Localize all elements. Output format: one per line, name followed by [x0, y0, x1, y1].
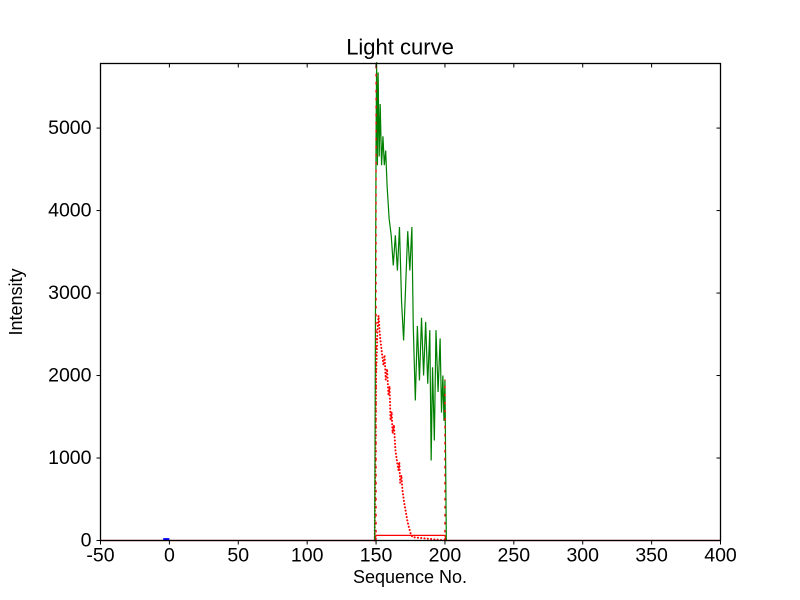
svg-text:1000: 1000 [48, 447, 92, 469]
svg-text:0: 0 [81, 530, 92, 552]
svg-text:2000: 2000 [48, 365, 92, 387]
svg-text:300: 300 [566, 545, 599, 567]
svg-text:0: 0 [164, 545, 175, 567]
svg-text:4000: 4000 [48, 200, 92, 222]
svg-text:3000: 3000 [48, 282, 92, 304]
svg-text:Sequence No.: Sequence No. [353, 567, 467, 587]
svg-text:50: 50 [227, 545, 249, 567]
svg-text:5000: 5000 [48, 117, 92, 139]
svg-text:Intensity: Intensity [6, 268, 26, 335]
svg-text:400: 400 [704, 545, 737, 567]
svg-text:350: 350 [635, 545, 668, 567]
svg-text:Light curve: Light curve [346, 35, 454, 60]
svg-text:200: 200 [429, 545, 462, 567]
svg-text:250: 250 [498, 545, 531, 567]
svg-text:150: 150 [360, 545, 393, 567]
svg-text:100: 100 [291, 545, 324, 567]
